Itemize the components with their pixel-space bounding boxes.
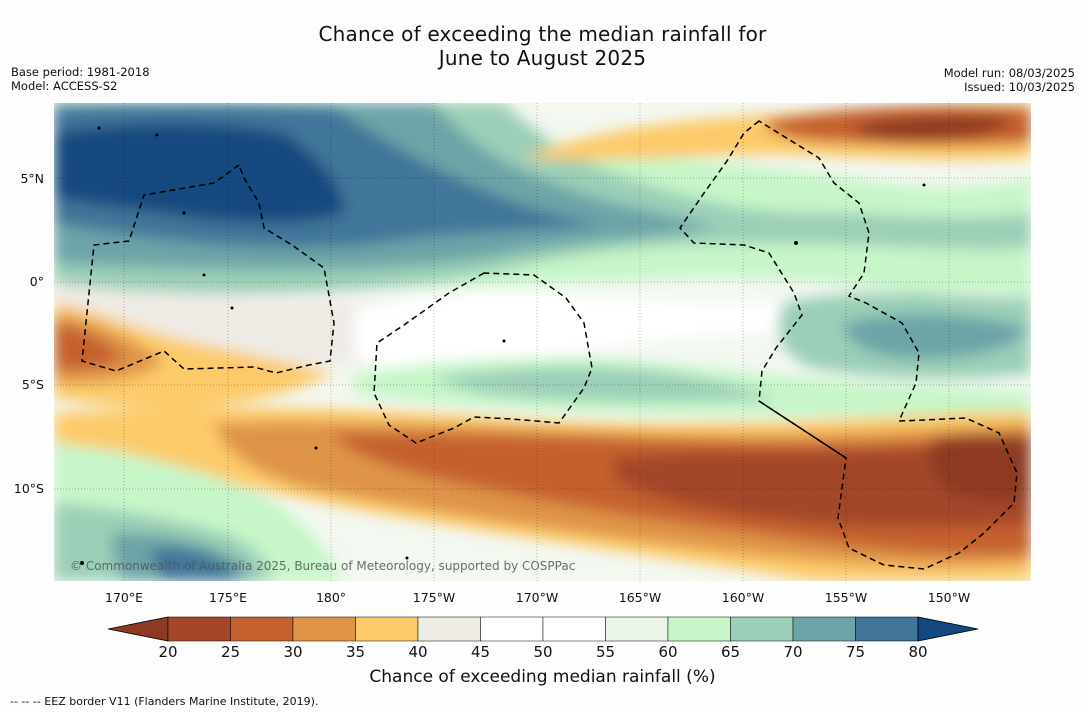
lon-label-160w: 160°W <box>721 590 765 605</box>
eez-footnote: -- -- -- EEZ border V11 (Flanders Marine… <box>10 695 319 708</box>
colorbar-tick-label: 70 <box>783 643 803 661</box>
lon-label-175w: 175°W <box>412 590 456 605</box>
island <box>230 306 234 310</box>
colorbar-segment <box>230 616 294 642</box>
south-darkbrown-core <box>614 441 1031 527</box>
rainfall-field <box>54 103 1031 581</box>
colorbar-tick-label: 50 <box>533 643 553 661</box>
island <box>182 211 186 215</box>
colorbar-tick-label: 45 <box>470 643 491 661</box>
colorbar-segment <box>667 616 731 642</box>
colorbar-over-arrow <box>917 616 979 642</box>
colorbar-segment <box>292 616 356 642</box>
island <box>80 561 84 565</box>
title-line-1: Chance of exceeding the median rainfall … <box>318 22 767 46</box>
colorbar-tick-label: 60 <box>658 643 678 661</box>
island <box>922 183 926 187</box>
eez-border-kiribati-phoenix <box>373 272 593 444</box>
base-period: Base period: 1981-2018 <box>11 65 150 79</box>
colorbar-segment <box>167 616 231 642</box>
graticule <box>54 103 1031 581</box>
metadata-left: Base period: 1981-2018 Model: ACCESS-S2 <box>11 65 150 93</box>
colorbar-tick-label: 65 <box>720 643 741 661</box>
issued-date: Issued: 10/03/2025 <box>964 80 1075 94</box>
title-line-2: June to August 2025 <box>438 46 647 70</box>
northeast-dark-core <box>854 115 1014 141</box>
colorbar-segment <box>730 616 794 642</box>
lon-label-155w: 155°W <box>824 590 868 605</box>
colorbar-segment <box>605 616 669 642</box>
south-teal-strip <box>434 367 774 402</box>
lat-label-10s: 10°S <box>13 481 44 496</box>
lat-label-5n: 5°N <box>20 171 44 186</box>
southeast-deepteal-core <box>844 313 1029 359</box>
lon-label-170e: 170°E <box>104 590 144 605</box>
lat-label-equator: 0° <box>29 274 44 289</box>
colorbar-title: Chance of exceeding median rainfall (%) <box>369 667 716 687</box>
colorbar-segment <box>542 616 606 642</box>
colorbar-segment <box>417 616 481 642</box>
colorbar-tick-label: 75 <box>845 643 866 661</box>
metadata-right: Model run: 08/03/2025 Issued: 10/03/2025 <box>944 66 1075 94</box>
colorbar-tick-label: 30 <box>283 643 303 661</box>
island <box>202 273 206 277</box>
north-darkblue-core <box>54 123 344 223</box>
colorbar-segment <box>855 616 919 642</box>
island <box>97 126 101 130</box>
colorbar-under-arrow <box>107 616 169 642</box>
colorbar-tick-label: 35 <box>345 643 366 661</box>
colorbar-tick-label: 55 <box>595 643 616 661</box>
lon-label-180: 180° <box>315 590 347 605</box>
model-name: Model: ACCESS-S2 <box>11 79 118 93</box>
west-dark-patch <box>54 323 124 370</box>
model-run: Model run: 08/03/2025 <box>943 66 1075 80</box>
colorbar-segment <box>792 616 856 642</box>
south-darkest-core <box>928 434 1031 501</box>
lat-label-5s: 5°S <box>21 377 44 392</box>
lon-label-150w: 150°W <box>927 590 971 605</box>
rainfall-map-svg <box>54 103 1031 581</box>
colorbar-tick-label: 20 <box>158 643 178 661</box>
lon-label-175e: 175°E <box>208 590 248 605</box>
copyright-credit: © Commonwealth of Australia 2025, Bureau… <box>70 559 576 573</box>
colorbar-tick-label: 80 <box>908 643 928 661</box>
eez-borders <box>81 120 1018 570</box>
colorbar-segment <box>355 616 419 642</box>
lon-label-165w: 165°W <box>618 590 662 605</box>
map-title: Chance of exceeding the median rainfall … <box>0 22 1085 70</box>
island <box>405 556 409 560</box>
eez-solid-segment <box>758 400 847 459</box>
eez-border-kiribati-line <box>679 120 1018 570</box>
colorbar-segment <box>480 616 544 642</box>
colorbar-tick-label: 40 <box>408 643 428 661</box>
islands <box>80 126 926 565</box>
island <box>502 339 506 343</box>
island <box>794 241 798 245</box>
lon-label-170w: 170°W <box>515 590 559 605</box>
island <box>314 446 318 450</box>
island <box>155 133 159 137</box>
colorbar-svg <box>107 616 979 642</box>
colorbar <box>107 616 979 644</box>
west-orange-patch <box>54 303 334 408</box>
eez-border-kiribati-gilbert <box>81 163 335 374</box>
southwest-blue-core <box>152 547 234 581</box>
rainfall-map <box>54 103 1031 581</box>
colorbar-tick-label: 25 <box>220 643 241 661</box>
